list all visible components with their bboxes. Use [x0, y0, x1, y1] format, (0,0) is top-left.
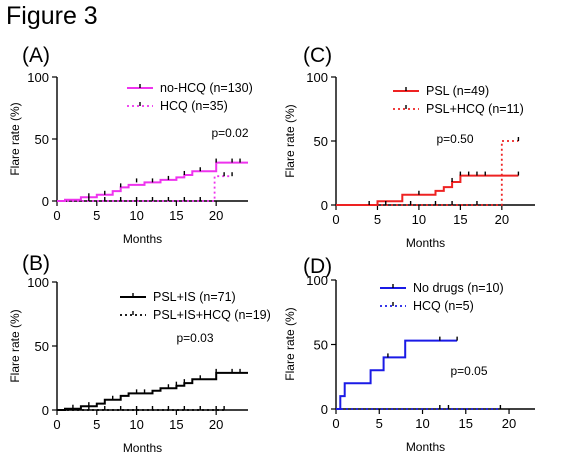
y-axis-label: Flare rate (%)	[283, 307, 297, 380]
series-line-2	[57, 175, 233, 202]
series-line-1	[57, 371, 248, 411]
y-tick-label: 0	[321, 198, 328, 213]
y-tick-label: 0	[321, 402, 328, 417]
p-value-annotation: p=0.50	[436, 132, 473, 146]
legend-label: HCQ (n=5)	[413, 299, 474, 313]
legend-label: No drugs (n=10)	[413, 281, 504, 295]
x-axis-label: Months	[406, 236, 445, 250]
legend-label: no-HCQ (n=130)	[160, 81, 253, 95]
x-tick-label: 5	[374, 212, 381, 227]
x-tick-label: 10	[129, 208, 143, 223]
x-tick-label: 15	[459, 416, 473, 431]
x-tick-label: 5	[93, 208, 100, 223]
x-tick-label: 15	[169, 417, 183, 432]
x-axis-label: Months	[123, 441, 162, 455]
x-tick-label: 0	[53, 208, 60, 223]
chart-panel-1: (A) 0 50 100 0 5 10 15 20 Months Flare rate (%) no-…	[8, 44, 253, 246]
legend-label: PSL+HCQ (n=11)	[426, 102, 524, 116]
x-tick-label: 20	[209, 208, 223, 223]
p-value-annotation: p=0.02	[211, 126, 248, 140]
x-tick-label: 10	[129, 417, 143, 432]
p-value-annotation: p=0.05	[450, 364, 487, 378]
series-line-1	[336, 174, 519, 206]
y-tick-label: 50	[35, 132, 49, 147]
chart-panel-4: (D) 0 50 100 0 5 10 15 20 Months Flare rate (%) No …	[283, 255, 535, 454]
x-tick-label: 15	[169, 208, 183, 223]
legend-label: HCQ (n=35)	[160, 99, 228, 113]
y-tick-label: 0	[42, 403, 49, 418]
x-tick-label: 10	[415, 416, 429, 431]
y-tick-label: 0	[42, 194, 49, 209]
y-tick-label: 100	[27, 70, 49, 85]
chart-panel-3: (C) 0 50 100 0 5 10 15 20 Months Flare rate (%) PSL…	[283, 44, 535, 250]
y-tick-label: 50	[314, 134, 328, 149]
x-axis-label: Months	[123, 232, 162, 246]
x-tick-label: 5	[376, 416, 383, 431]
figure-title: Figure 3	[6, 2, 98, 30]
chart-panel-2: (B) 0 50 100 0 5 10 15 20 Months Flare rate (%) PSL…	[8, 252, 271, 455]
legend-label: PSL+IS+HCQ (n=19)	[153, 308, 271, 322]
x-tick-label: 0	[332, 416, 339, 431]
y-tick-label: 50	[314, 338, 328, 353]
x-tick-label: 0	[53, 417, 60, 432]
y-tick-label: 100	[306, 70, 328, 85]
x-tick-label: 20	[502, 416, 516, 431]
x-tick-label: 0	[332, 212, 339, 227]
x-axis-label: Months	[406, 440, 445, 454]
panel-label: (C)	[303, 44, 332, 67]
x-tick-label: 20	[495, 212, 509, 227]
x-tick-label: 5	[93, 417, 100, 432]
y-tick-label: 100	[27, 275, 49, 290]
p-value-annotation: p=0.03	[176, 331, 213, 345]
x-tick-label: 15	[453, 212, 467, 227]
series-line-1	[57, 161, 248, 202]
legend-label: PSL+IS (n=71)	[153, 290, 236, 304]
panel-label: (D)	[303, 255, 332, 278]
y-axis-label: Flare rate (%)	[283, 104, 297, 177]
series-line-1	[336, 339, 458, 410]
panel-label: (A)	[22, 44, 50, 67]
y-axis-label: Flare rate (%)	[8, 309, 22, 382]
y-tick-label: 50	[35, 339, 49, 354]
y-tick-label: 100	[306, 273, 328, 288]
x-tick-label: 20	[209, 417, 223, 432]
x-tick-label: 10	[412, 212, 426, 227]
y-axis-label: Flare rate (%)	[8, 102, 22, 175]
panel-label: (B)	[22, 252, 50, 275]
legend-label: PSL (n=49)	[426, 84, 489, 98]
